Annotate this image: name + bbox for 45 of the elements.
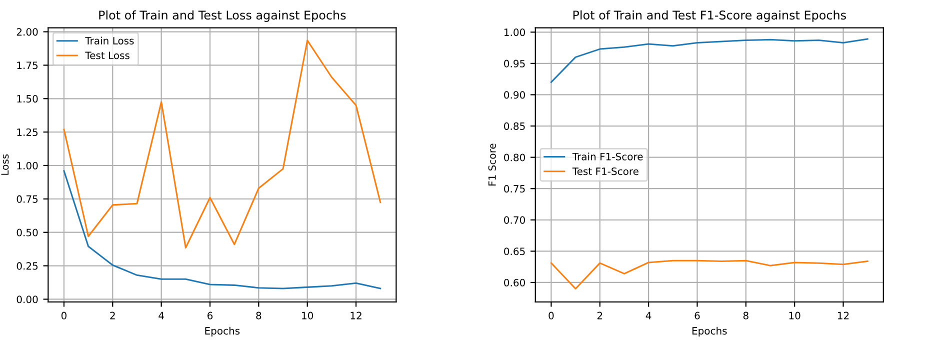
y-tick-label: 1.50	[17, 95, 38, 103]
x-tick-label: 6	[208, 312, 213, 320]
chart-title: Plot of Train and Test Loss against Epochs	[99, 10, 346, 22]
x-tick-label: 4	[158, 312, 164, 320]
chart-title: Plot of Train and Test F1-Score against Epochs	[573, 10, 846, 22]
x-axis-title: Epochs	[692, 326, 727, 337]
y-tick-label: 0.60	[504, 278, 525, 286]
line-series	[550, 38, 868, 83]
y-axis-title: Loss	[1, 154, 9, 175]
legend-label: Train F1-Score	[572, 152, 643, 160]
y-tick-label: 0.80	[504, 154, 525, 162]
y-tick-label: 0.85	[504, 122, 525, 130]
y-tick-label: 0.70	[504, 216, 525, 224]
y-tick-label: 0.50	[16, 228, 38, 236]
y-tick-label: 2.00	[16, 28, 38, 36]
x-tick-label: 2	[597, 312, 602, 320]
x-tick-label: 0	[61, 312, 66, 320]
y-tick-label: 0.90	[504, 91, 525, 99]
x-tick-label: 12	[838, 312, 849, 320]
y-tick-label: 0.65	[504, 248, 525, 256]
legend-label: Test Loss	[85, 52, 130, 60]
y-tick-label: 1.75	[17, 62, 38, 70]
y-tick-label: 1.00	[504, 28, 525, 36]
x-tick-label: 6	[694, 312, 700, 320]
x-tick-label: 4	[646, 312, 652, 320]
y-tick-label: 0.25	[16, 262, 38, 270]
y-tick-label: 1.25	[17, 128, 38, 136]
y-tick-label: 0.00	[16, 296, 38, 304]
line-series	[550, 260, 868, 290]
x-tick-label: 10	[302, 312, 314, 320]
legend-label: Train Loss	[85, 36, 134, 44]
y-tick-label: 0.75	[504, 184, 525, 193]
y-tick-label: 0.75	[16, 195, 38, 203]
x-tick-label: 12	[350, 312, 362, 320]
x-tick-label: 10	[789, 312, 800, 320]
x-tick-label: 8	[743, 312, 748, 320]
x-tick-label: 0	[548, 312, 554, 320]
line-series	[63, 170, 382, 290]
x-axis-title: Epochs	[205, 326, 240, 337]
x-tick-label: 2	[110, 312, 115, 320]
y-tick-label: 1.00	[17, 162, 38, 170]
y-tick-label: 0.95	[504, 60, 525, 68]
y-axis-title: F1 Score	[488, 144, 496, 186]
legend-label: Test F1-Score	[572, 168, 638, 176]
x-tick-label: 8	[256, 312, 262, 320]
